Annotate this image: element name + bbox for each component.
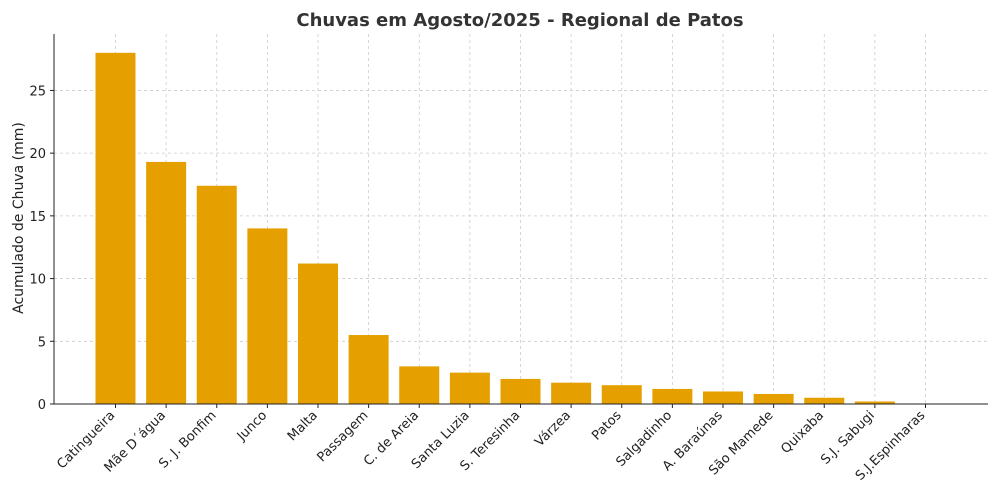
axes: [50, 34, 988, 408]
y-tick-label: 0: [38, 398, 46, 413]
y-axis-label: Acumulado de Chuva (mm): [11, 122, 27, 314]
bar: [348, 335, 389, 404]
y-tick-label: 10: [29, 273, 46, 288]
x-tick-label: Malta: [285, 408, 321, 444]
bar: [500, 378, 541, 404]
y-tick-label: 20: [29, 147, 46, 162]
chart-title: Chuvas em Agosto/2025 - Regional de Pato…: [296, 10, 743, 31]
bar: [753, 393, 794, 404]
x-tick-label: Várzea: [532, 408, 574, 450]
bar: [652, 388, 693, 404]
bar: [196, 185, 237, 404]
bar: [146, 161, 187, 404]
bar: [551, 382, 592, 404]
bar: [449, 372, 490, 404]
bars: [95, 52, 895, 404]
bar: [703, 391, 743, 404]
x-tick-label: Junco: [234, 408, 270, 444]
y-tick-label: 5: [38, 335, 46, 350]
bar: [399, 366, 440, 404]
x-tick-label: Patos: [589, 408, 625, 444]
x-tick-label: Quixaba: [778, 408, 827, 457]
bar: [854, 401, 895, 404]
bar: [601, 385, 642, 404]
bar: [95, 52, 136, 404]
y-tick-label: 15: [29, 210, 46, 225]
grid: [54, 34, 988, 405]
y-tick-label: 25: [29, 84, 46, 99]
bar: [804, 397, 845, 404]
bar: [298, 263, 338, 404]
bar: [247, 228, 288, 404]
